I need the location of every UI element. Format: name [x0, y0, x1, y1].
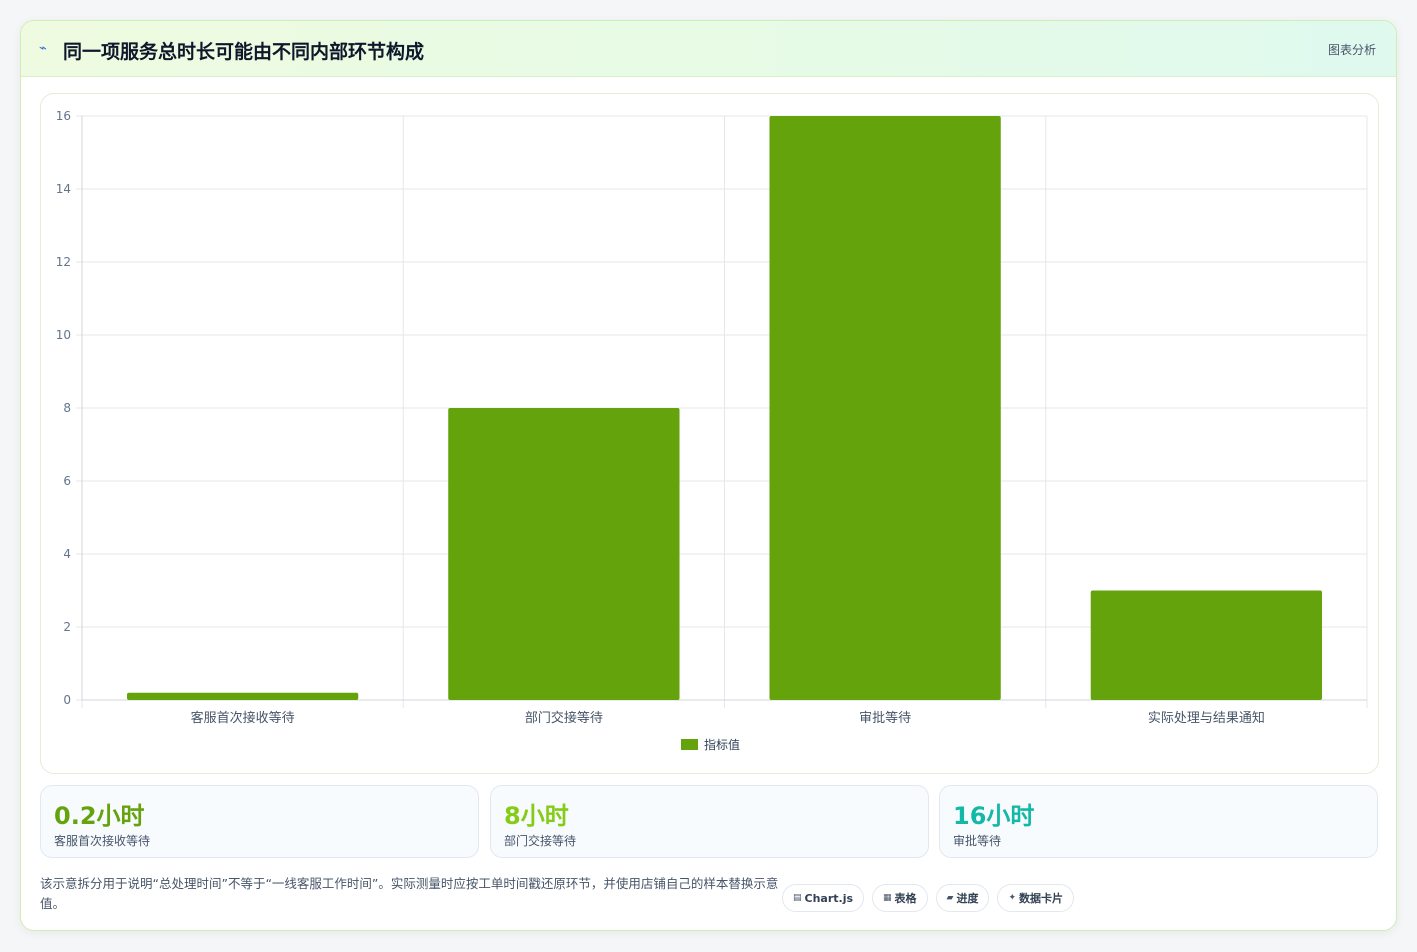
- bar: [448, 408, 680, 700]
- tech-chips: ▤ Chart.js ▦ 表格 ▰ 进度 ✦ 数据卡片: [782, 884, 1075, 912]
- stat-card-approval: 16小时 审批等待: [939, 785, 1378, 858]
- chip-label: 表格: [894, 892, 917, 905]
- x-tick-label: 实际处理与结果通知: [1148, 710, 1265, 726]
- bar: [1090, 590, 1323, 700]
- chip-label: 进度: [956, 892, 979, 905]
- y-tick-label: 8: [63, 401, 71, 415]
- stat-card-first-response: 0.2小时 客服首次接收等待: [40, 785, 479, 858]
- bar-chart: 0 2 4 6 8 10 12 14 16 客服首次接收等待 部门交接等待 审批等待 实际处理与结果通知…: [56, 109, 1368, 752]
- chip-chartjs[interactable]: ▤ Chart.js: [782, 884, 865, 912]
- stat-label: 客服首次接收等待: [54, 834, 151, 848]
- progress-icon: ▰: [946, 893, 954, 903]
- stat-card-handoff: 8小时 部门交接等待: [490, 785, 929, 858]
- chart-icon: ▤: [793, 893, 802, 903]
- stat-value: 8小时: [504, 802, 569, 830]
- legend-swatch: [681, 739, 698, 750]
- y-tick-label: 10: [56, 328, 71, 342]
- chip-progress[interactable]: ▰ 进度: [935, 884, 990, 912]
- x-tick-label: 部门交接等待: [525, 710, 603, 726]
- page-title: 同一项服务总时长可能由不同内部环节构成: [63, 41, 425, 63]
- sparkle-icon: ✦: [1008, 893, 1017, 903]
- x-tick-label: 审批等待: [859, 710, 911, 726]
- chart-analysis-link[interactable]: 图表分析: [1327, 43, 1376, 57]
- bar: [769, 116, 1001, 700]
- y-tick-label: 0: [63, 693, 71, 707]
- y-tick-label: 2: [63, 620, 71, 634]
- y-tick-label: 14: [56, 182, 71, 196]
- chip-label: Chart.js: [804, 891, 854, 905]
- card-header: ⌁ 同一项服务总时长可能由不同内部环节构成 图表分析: [21, 21, 1396, 77]
- chart-trend-icon: ⌁: [39, 41, 47, 56]
- y-tick-label: 6: [63, 474, 71, 488]
- x-tick-label: 客服首次接收等待: [191, 710, 295, 726]
- chart-panel: 0 2 4 6 8 10 12 14 16 客服首次接收等待 部门交接等待 审批等待 实际处理与结果通知…: [40, 93, 1379, 774]
- footnote: 该示意拆分用于说明“总处理时间”不等于“一线客服工作时间”。实际测量时应按工单时…: [40, 876, 779, 911]
- table-icon: ▦: [883, 893, 892, 903]
- bar: [126, 692, 359, 700]
- chip-label: 数据卡片: [1019, 892, 1064, 905]
- stat-label: 部门交接等待: [504, 834, 577, 848]
- stat-value: 16小时: [953, 802, 1035, 830]
- stat-value: 0.2小时: [54, 802, 145, 830]
- legend-label: 指标值: [704, 737, 740, 752]
- stat-label: 审批等待: [953, 834, 1002, 848]
- chart-card: ⌁ 同一项服务总时长可能由不同内部环节构成 图表分析 0 2 4 6 8 10 12 14 16…: [20, 20, 1397, 931]
- y-tick-label: 16: [56, 109, 71, 123]
- y-tick-label: 4: [63, 547, 71, 561]
- y-tick-label: 12: [56, 255, 71, 269]
- chip-table[interactable]: ▦ 表格: [872, 884, 928, 912]
- chip-data-card[interactable]: ✦ 数据卡片: [997, 884, 1075, 912]
